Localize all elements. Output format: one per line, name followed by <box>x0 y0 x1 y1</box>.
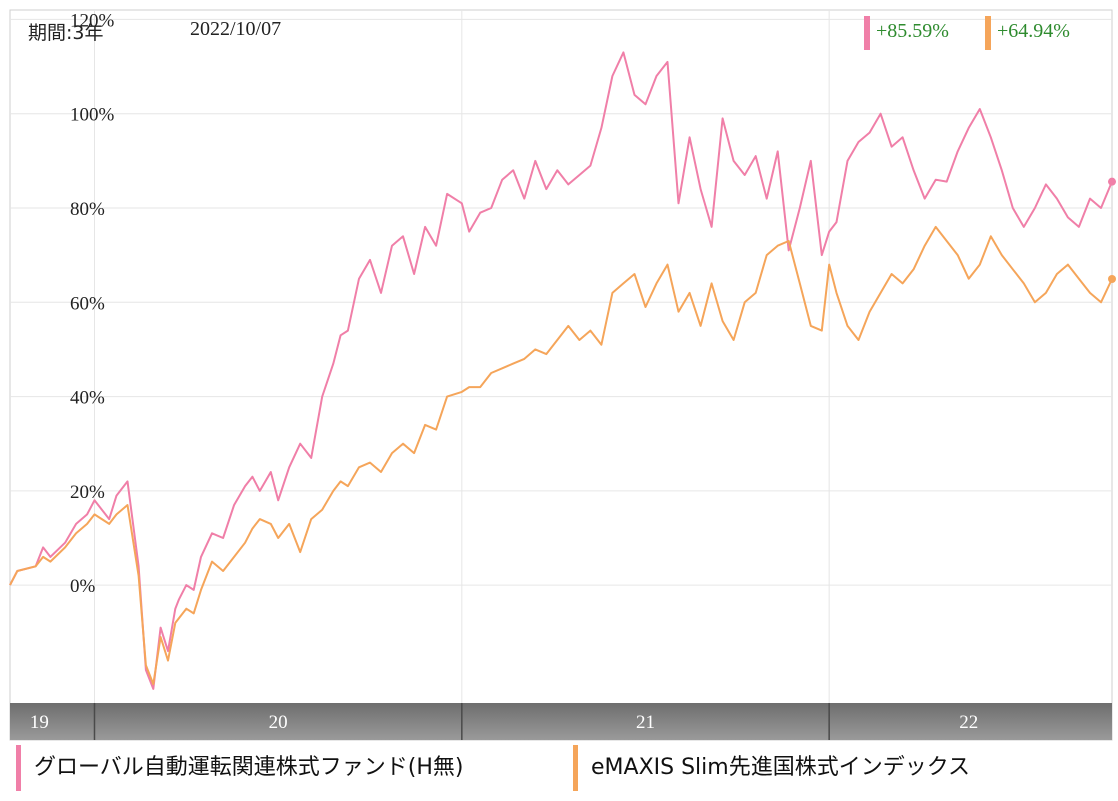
current-date: 2022/10/07 <box>190 18 282 40</box>
year-label-3: 22 <box>959 712 978 733</box>
year-timeline-bar: 19 20 21 22 <box>10 703 1112 740</box>
legend-fund2-color <box>573 745 578 791</box>
y-tick-label-6: 120% <box>70 10 115 31</box>
y-tick-label-1: 20% <box>70 482 105 503</box>
fund1-return-value: +85.59% <box>876 20 949 42</box>
performance-chart: 0% 20% 40% 60% 80% 100% 120% 19 20 21 22 <box>9 9 1116 741</box>
timeline-background <box>10 703 1112 740</box>
legend-fund1-color <box>16 745 21 791</box>
series-layer <box>9 51 1116 690</box>
year-label-1: 20 <box>269 712 288 733</box>
legend-fund2-label: eMAXIS Slim先進国株式インデックス <box>591 755 971 780</box>
period-label: 期間:3年 <box>28 22 104 44</box>
y-tick-label-3: 60% <box>70 293 105 314</box>
series-end-marker-1 <box>1108 274 1116 283</box>
grid-lines <box>10 10 1112 703</box>
fund2-color-marker <box>985 16 991 50</box>
year-label-2: 21 <box>636 712 655 733</box>
fund1-color-marker <box>864 16 870 50</box>
y-tick-label-4: 80% <box>70 199 105 220</box>
legend-fund1-label: グローバル自動運転関連株式ファンド(H無) <box>34 755 464 780</box>
series-line-1 <box>9 225 1113 686</box>
series-line-0 <box>9 51 1113 690</box>
y-tick-label-2: 40% <box>70 388 105 409</box>
series-end-marker-0 <box>1108 177 1116 186</box>
fund1-return: +85.59% <box>864 16 949 50</box>
chart-border <box>9 9 1113 741</box>
y-tick-label-5: 100% <box>70 105 115 126</box>
legend-item-fund1[interactable]: グローバル自動運転関連株式ファンド(H無) <box>16 745 464 791</box>
y-tick-label-0: 0% <box>70 576 96 597</box>
fund2-return: +64.94% <box>985 16 1070 50</box>
fund2-return-value: +64.94% <box>997 20 1070 42</box>
year-label-0: 19 <box>30 712 49 733</box>
legend-item-fund2[interactable]: eMAXIS Slim先進国株式インデックス <box>573 745 970 791</box>
y-axis-tick-labels: 0% 20% 40% 60% 80% 100% 120% <box>70 10 115 597</box>
